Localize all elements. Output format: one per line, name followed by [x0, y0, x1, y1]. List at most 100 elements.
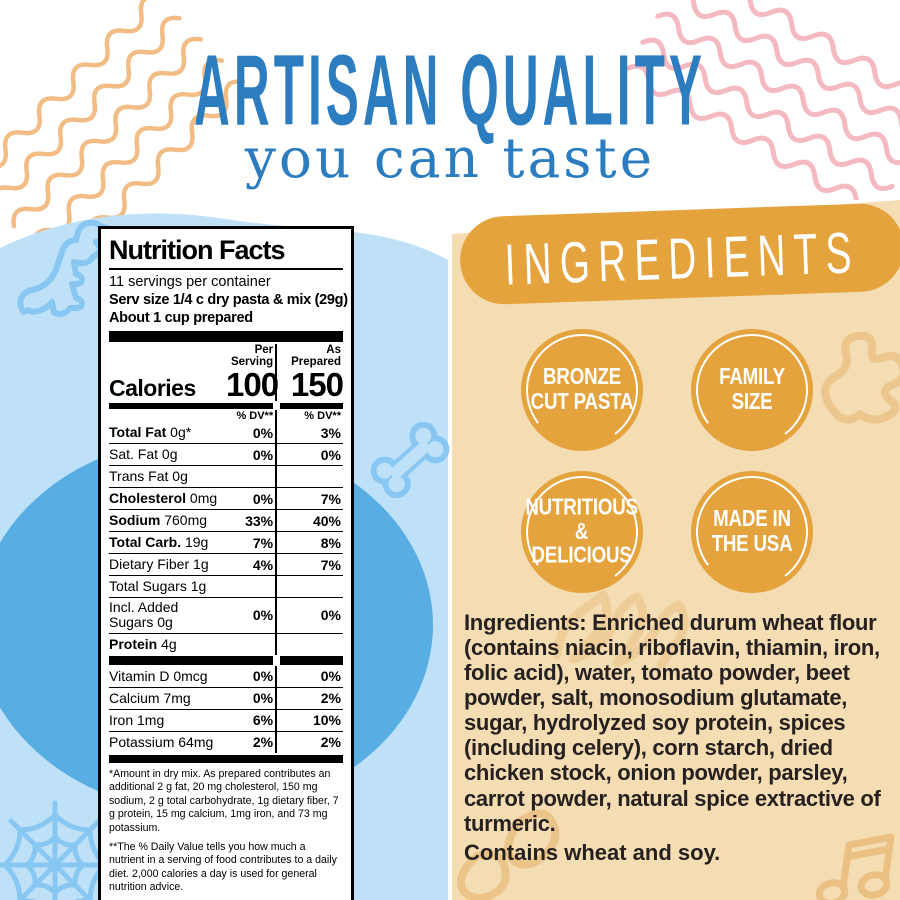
badge-label: FAMILY SIZE	[719, 364, 785, 415]
per-serving-value: 0%	[252, 424, 274, 441]
badge-label: BRONZE CUT PASTA	[530, 364, 634, 415]
as-prepared-value: 7%	[275, 554, 343, 575]
nutrition-row: Total Fat 0g* 0% 3%	[109, 422, 343, 443]
divider-bar	[109, 655, 343, 665]
nutrition-row: Total Carb. 19g 7% 8%	[109, 531, 343, 553]
divider-bar	[109, 403, 343, 409]
nutrition-row: Sat. Fat 0g 0% 0%	[109, 443, 343, 465]
as-prepared-value: 7%	[275, 488, 343, 509]
rotini-doodle-icon	[552, 590, 689, 670]
dinosaur-icon	[17, 219, 117, 318]
per-serving-value: 2%	[252, 734, 274, 751]
nutrition-row: Vitamin D 0mcg 0% 0%	[109, 665, 343, 687]
nutrition-facts-label: Nutrition Facts 11 servings per containe…	[98, 226, 354, 900]
nutrition-row: Calcium 7mg 0% 2%	[109, 686, 343, 709]
nutrient-name-cell: Iron 1mg	[109, 711, 165, 728]
per-serving-value: 0%	[252, 490, 274, 507]
as-prepared-value: 0%	[275, 444, 343, 465]
ingredients-panel: INGREDIENTS BRONZE CUT PASTA FAMILY SIZE N…	[452, 200, 900, 900]
pink-waves-icon	[625, 0, 900, 217]
nutrition-row: Trans Fat 0g	[109, 465, 343, 487]
as-prepared-value: 2%	[275, 687, 343, 709]
as-prepared-value	[275, 633, 343, 655]
as-prepared-value: 8%	[275, 532, 343, 553]
page-subtitle: you can taste	[244, 126, 656, 190]
calories-column-headers: Per Serving As Prepared	[109, 344, 343, 368]
servings-per-container: 11 servings per container	[109, 274, 271, 290]
calories-row: Calories 100 150	[109, 366, 344, 403]
as-prepared-value	[275, 576, 343, 597]
per-serving-value	[226, 576, 275, 597]
nutrition-row: Iron 1mg 6% 10%	[109, 708, 343, 731]
allergen-statement: Contains wheat and soy.	[464, 840, 721, 865]
nutrient-name-cell: Total Sugars 1g	[109, 577, 207, 594]
calories-label: Calories	[109, 375, 196, 401]
ingredients-heading: INGREDIENTS	[503, 219, 861, 298]
nutrition-row: Total Sugars 1g	[109, 575, 343, 597]
nutrient-name-cell: Trans Fat 0g	[109, 467, 188, 484]
dv-header-left: % DV**	[236, 410, 274, 422]
per-serving-value: 0%	[252, 446, 274, 463]
as-prepared-value: 2%	[275, 731, 343, 753]
divider-bar	[109, 331, 343, 342]
nutrition-row: Incl. Added Sugars 0g 0% 0%	[109, 597, 343, 633]
vitamin-rows: Vitamin D 0mcg 0% 0% Calcium 7mg 0% 2% Iron 1m…	[109, 665, 343, 753]
nutrient-name-cell: Cholesterol 0mg	[109, 489, 218, 506]
prepared-amount: About 1 cup prepared	[109, 310, 253, 326]
pasta-scribble-icon	[821, 331, 900, 424]
shell-pasta-icon	[457, 809, 560, 900]
nutrient-name-cell: Potassium 64mg	[109, 733, 214, 750]
per-serving-value	[226, 634, 275, 655]
per-serving-value: 7%	[252, 534, 274, 551]
per-serving-value: 4%	[252, 556, 274, 573]
ingredients-banner: INGREDIENTS	[458, 202, 900, 306]
per-serving-value: 0%	[252, 690, 274, 707]
badge-circle: NUTRITIOUS & DELICIOUS	[521, 471, 643, 593]
badge-label: MADE IN THE USA	[711, 506, 793, 557]
page-title: ARTISAN QUALITY	[194, 35, 706, 148]
nutrition-row: Cholesterol 0mg 0% 7%	[109, 487, 343, 509]
nutrient-name-cell: Total Fat 0g*	[109, 423, 192, 440]
per-serving-value	[226, 466, 275, 487]
dv-header-right: % DV**	[275, 410, 343, 422]
daily-value-header-row: % DV** % DV**	[109, 410, 343, 422]
per-serving-value: 6%	[252, 712, 274, 729]
calories-as-prepared: 150	[275, 368, 344, 401]
nutrition-row: Potassium 64mg 2% 2%	[109, 730, 343, 753]
nutrient-name-cell: Protein 4g	[109, 635, 177, 652]
as-prepared-value: 0%	[275, 598, 343, 633]
nutrient-name-cell: Sodium 760mg	[109, 511, 208, 528]
nutrition-rows: Total Fat 0g* 0% 3% Sat. Fat 0g 0% 0% Trans Fa…	[109, 422, 343, 655]
as-prepared-value: 40%	[275, 510, 343, 531]
per-serving-value: 0%	[252, 607, 274, 624]
nutrient-name-cell: Incl. Added Sugars 0g	[109, 599, 179, 631]
as-prepared-value: 0%	[275, 665, 343, 687]
per-serving-header: Per Serving	[230, 344, 274, 368]
nutrient-name-cell: Sat. Fat 0g	[109, 445, 178, 462]
footnote-dry-mix: *Amount in dry mix. As prepared contribu…	[109, 767, 339, 834]
nutrition-row: Sodium 760mg 33% 40%	[109, 509, 343, 531]
nutrition-title: Nutrition Facts	[109, 235, 343, 270]
badge-circle: FAMILY SIZE	[691, 329, 813, 451]
badge-circle: BRONZE CUT PASTA	[521, 329, 643, 451]
nutrient-name-cell: Total Carb. 19g	[109, 533, 209, 550]
as-prepared-value: 10%	[275, 709, 343, 731]
as-prepared-value: 3%	[275, 422, 343, 443]
nutrient-name-cell: Dietary Fiber 1g	[109, 555, 209, 572]
badge-label: NUTRITIOUS & DELICIOUS	[525, 494, 639, 569]
nutrition-row: Dietary Fiber 1g 4% 7%	[109, 553, 343, 575]
per-serving-value: 33%	[245, 512, 274, 529]
nutrient-name-cell: Calcium 7mg	[109, 689, 191, 706]
music-notes-icon	[815, 833, 895, 900]
nutrition-row: Protein 4g	[109, 632, 343, 655]
bone-icon	[370, 421, 450, 499]
divider-bar	[109, 754, 343, 763]
footnote-daily-value: **The % Daily Value tells you how much a…	[109, 840, 337, 894]
badge-circle: MADE IN THE USA	[691, 471, 813, 593]
calories-per-serving: 100	[226, 366, 279, 403]
spider-web-icon	[0, 800, 120, 900]
serving-size: Serv size 1/4 c dry pasta & mix (29g)	[109, 292, 348, 308]
as-prepared-value	[275, 466, 343, 487]
per-serving-value: 0%	[252, 668, 274, 685]
